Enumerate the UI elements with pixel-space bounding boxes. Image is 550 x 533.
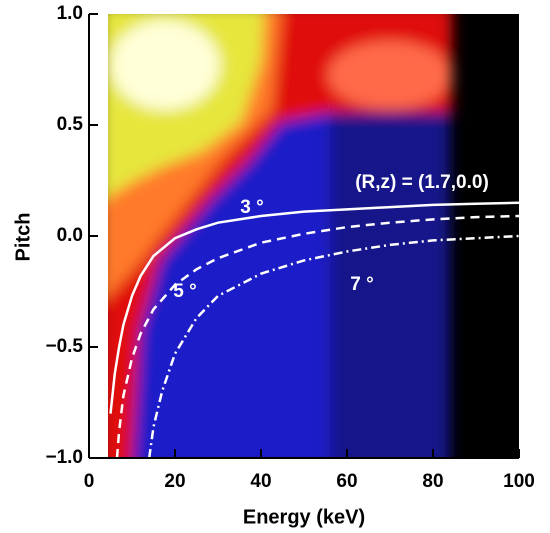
curve [109,201,520,414]
y-tick-label: 0.5 [57,114,84,135]
heatmap-hot [328,41,452,109]
curves: 3 ° 5 ° 7 ° [109,197,520,459]
x-tick-label: 40 [250,471,271,492]
curve-label: 7 ° [350,274,373,295]
curve [115,214,520,459]
x-axis-title: Energy (keV) [243,506,365,528]
heatmap [108,14,519,458]
y-tick-label: −1.0 [45,447,83,468]
curve [147,234,520,459]
curve-label: 3 ° [240,197,263,218]
x-tick-label: 100 [503,471,535,492]
y-tick-label: −0.5 [45,336,83,357]
x-tick-label: 20 [164,471,185,492]
x-tick-label: 60 [336,471,357,492]
x-tick-label: 80 [422,471,443,492]
y-axis-title: Pitch [12,213,34,262]
y-tick-label: 0.0 [57,225,83,246]
annotation: (R,z) = (1.7,0.0) [355,172,489,193]
heatmap-white [110,20,220,110]
x-tick-label: 0 [84,471,95,492]
curve-label: 5 ° [173,281,196,302]
y-tick-label: 1.0 [57,3,83,24]
